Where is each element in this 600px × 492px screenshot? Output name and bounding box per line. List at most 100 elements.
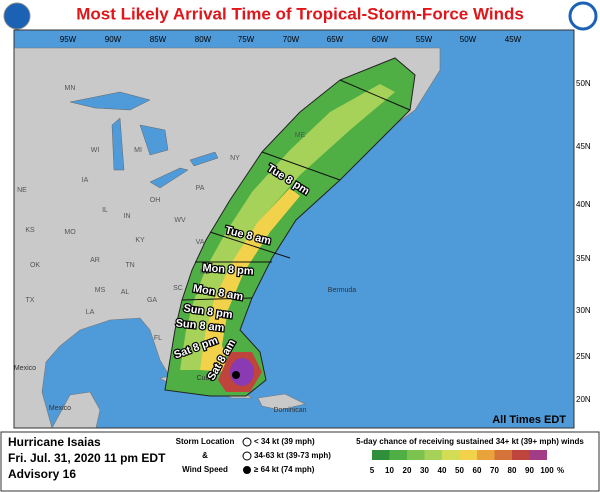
scale-swatch [459,450,477,460]
scale-swatch [424,450,442,460]
lat-label: 45N [576,142,591,151]
nws-logo [568,1,598,31]
storm-info: Hurricane Isaias [8,435,101,449]
lon-label: 90W [105,35,122,44]
time-label: Sun 8 am [175,317,225,334]
time-lines [181,79,411,301]
scale-label: 20 [403,466,412,475]
state-label: IA [82,177,89,184]
state-label: LA [86,309,95,316]
state-label: NY [230,155,240,162]
scale-swatch [372,450,390,460]
lat-label: 35N [576,254,591,263]
key-item: ≥ 64 kt (74 mph) [254,465,315,474]
scale-unit: % [557,466,564,475]
lon-label: 45W [505,35,522,44]
key-title: Wind Speed [182,465,228,474]
lon-label: 60W [372,35,389,44]
scale-swatch [529,450,547,460]
state-label: MI [134,147,142,154]
scale-label: 30 [420,466,429,475]
scale-label: 5 [370,466,375,475]
scale-swatch [407,450,425,460]
state-label: VA [196,239,205,246]
legend-content: Hurricane Isaias Fri. Jul. 31, 2020 11 pm… [8,435,584,481]
place-label: Dominican [273,407,306,414]
state-label: PA [196,185,205,192]
time-line [181,297,253,301]
scale-label: 60 [473,466,482,475]
time-line [339,79,411,111]
lon-label: 85W [150,35,167,44]
scale-label: 90 [525,466,534,475]
lon-label: 50W [460,35,477,44]
place-label: Cuba [197,375,214,382]
state-label: AR [90,257,100,264]
place-label: Mexico [14,365,36,372]
state-label: IL [102,207,108,214]
lon-label: 55W [416,35,433,44]
state-label: GA [147,297,157,304]
state-label: ME [295,132,306,139]
lat-label: 50N [576,79,591,88]
scale-swatch [477,450,495,460]
state-label: KS [25,227,35,234]
state-label: MO [64,229,76,236]
map-frame [13,29,575,429]
swath-core [200,188,300,372]
key-symbol [243,466,251,474]
lake-michigan [111,117,125,171]
place-label: Bermuda [328,287,357,294]
storm-info: Fri. Jul. 31, 2020 11 pm EDT [8,451,166,465]
key-title: Storm Location [176,437,235,446]
state-label: MS [95,287,106,294]
title: Most Likely Arrival Time of Tropical-Sto… [76,4,524,23]
lake-superior [69,91,151,111]
lake-ontario [189,151,219,167]
state-label: FL [154,335,162,342]
lat-label: 25N [576,352,591,361]
state-label: NE [17,187,27,194]
scale-swatch [512,450,530,460]
storm-center [232,371,240,379]
scale-label: 50 [455,466,464,475]
time-note: All Times EDT [492,414,566,426]
key-item: < 34 kt (39 mph) [254,437,315,446]
state-label: TN [125,262,134,269]
lon-label: 75W [238,35,255,44]
lat-label: 40N [576,200,591,209]
lon-label: 65W [327,35,344,44]
scale-swatch [389,450,407,460]
state-label: SC [173,285,183,292]
lat-label: 30N [576,306,591,315]
map: 95W 90W 85W 80W 75W 70W 65W 60W 55W 50W 45W 50N 45N 4… [13,29,591,429]
state-label: WI [91,147,100,154]
lon-label: 80W [195,35,212,44]
state-label: IN [124,213,131,220]
state-label: KY [135,237,145,244]
key-title: & [202,451,208,460]
state-label: AL [121,289,130,296]
state-label: OH [150,197,161,204]
lon-label: 95W [60,35,77,44]
hispaniola [257,393,306,411]
time-label: Mon 8 pm [202,262,254,278]
time-line [209,231,291,259]
key-item: 34-63 kt (39-73 mph) [254,451,331,460]
swath-inner [180,84,395,370]
time-line [261,151,341,181]
legend-box [0,431,600,492]
scale-label: 100 [540,466,554,475]
key-symbol [242,437,252,447]
scale-label: 40 [438,466,447,475]
scale-swatch [442,450,460,460]
lat-label: 20N [576,395,591,404]
noaa-logo [3,2,31,30]
scale-label: 10 [385,466,394,475]
storm-info: Advisory 16 [8,467,76,481]
scale-label: 70 [490,466,499,475]
lake-huron [139,124,169,156]
key-symbol [242,451,252,461]
